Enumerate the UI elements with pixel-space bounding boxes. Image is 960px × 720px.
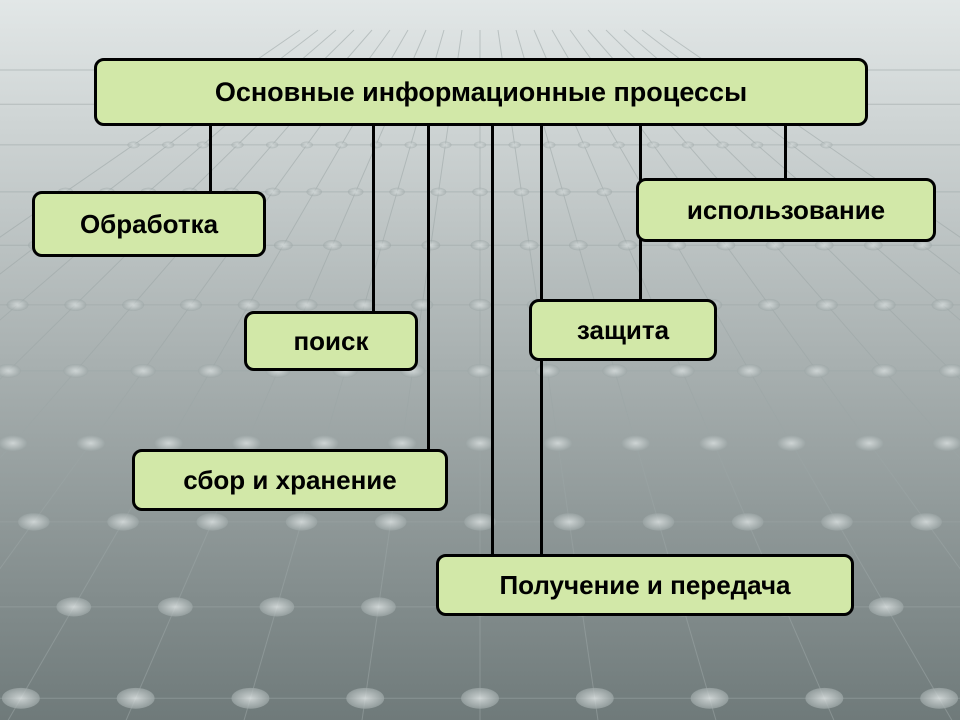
node-collection-storage-label: сбор и хранение: [183, 465, 396, 496]
connector-line: [209, 125, 212, 192]
node-usage-label: использование: [687, 195, 885, 226]
node-protection: защита: [529, 299, 717, 361]
node-root-label: Основные информационные процессы: [215, 77, 747, 108]
node-search-label: поиск: [293, 326, 368, 357]
connector-line: [784, 125, 787, 179]
connector-line: [372, 125, 375, 312]
connector-line: [427, 125, 430, 450]
node-receiving-transmission: Получение и передача: [436, 554, 854, 616]
node-usage: использование: [636, 178, 936, 242]
node-protection-label: защита: [577, 315, 669, 346]
node-processing-label: Обработка: [80, 209, 218, 240]
node-root: Основные информационные процессы: [94, 58, 868, 126]
diagram-stage: Основные информационные процессы Обработ…: [0, 0, 960, 720]
node-search: поиск: [244, 311, 418, 371]
connector-line: [491, 125, 494, 555]
node-collection-storage: сбор и хранение: [132, 449, 448, 511]
node-receiving-transmission-label: Получение и передача: [499, 570, 790, 601]
node-processing: Обработка: [32, 191, 266, 257]
